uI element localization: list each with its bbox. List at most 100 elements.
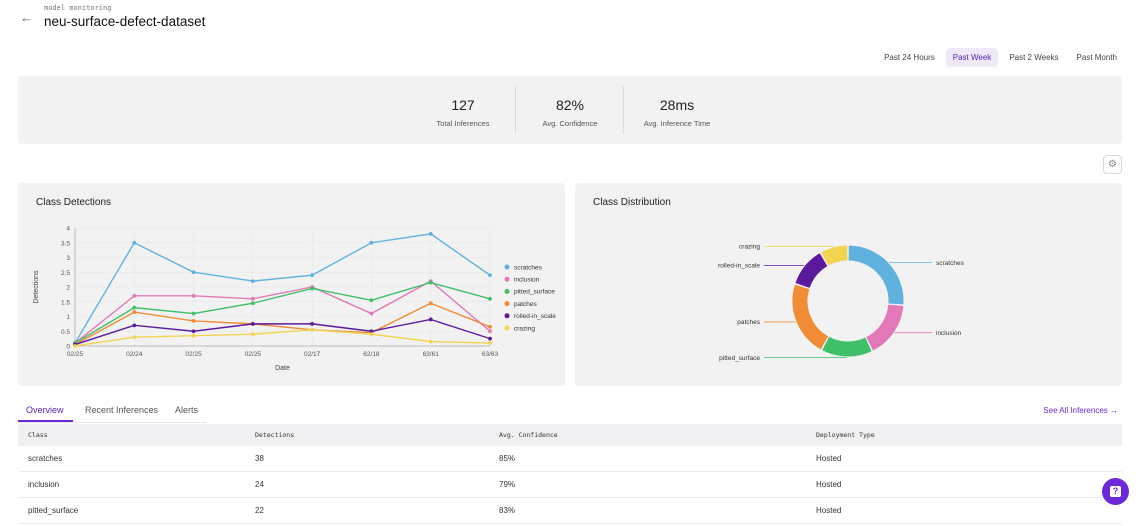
x-tick-label: 63/61 bbox=[423, 351, 440, 358]
range-past-week[interactable]: Past Week bbox=[945, 48, 999, 67]
data-point-scratches bbox=[191, 270, 196, 275]
data-point-pitted-surface bbox=[428, 280, 433, 285]
card-title: Class Distribution bbox=[593, 197, 671, 208]
data-point-patches bbox=[191, 319, 196, 323]
data-point-scratches bbox=[488, 273, 492, 278]
tab-bar: Overview Recent Inferences Alerts bbox=[18, 402, 206, 423]
header-avg-confidence: Avg. Confidence bbox=[499, 431, 558, 439]
slice-label-patches: patches bbox=[737, 319, 761, 326]
tab-recent-inferences[interactable]: Recent Inferences bbox=[85, 405, 159, 415]
stat-divider bbox=[515, 86, 516, 134]
cell-class: pitted_surface bbox=[28, 506, 79, 515]
y-tick-label: 1.5 bbox=[61, 299, 70, 306]
x-tick-label: 02/25 bbox=[67, 351, 84, 358]
back-button[interactable]: ← bbox=[20, 10, 33, 25]
slice-label-pitted-surface: pitted_surface bbox=[719, 355, 760, 362]
slice-pitted-surface bbox=[822, 336, 872, 357]
table-header: Class Detections Avg. Confidence Deploym… bbox=[18, 424, 1122, 446]
legend-label-patches: patches bbox=[514, 301, 538, 308]
stat-value: 82% bbox=[555, 97, 585, 113]
x-tick-label: 02/17 bbox=[304, 351, 321, 358]
class-table: Class Detections Avg. Confidence Deploym… bbox=[18, 424, 1122, 524]
table-row[interactable]: pitted_surface 22 83% Hosted bbox=[18, 498, 1122, 524]
header-deployment-type: Deployment Type bbox=[816, 431, 875, 439]
data-point-crazing bbox=[310, 327, 315, 332]
arrow-left-icon: ← bbox=[20, 10, 33, 25]
cell-avg-confidence: 85% bbox=[499, 454, 516, 463]
table-row[interactable]: scratches 38 85% Hosted bbox=[18, 446, 1122, 472]
cell-deployment-type: Hosted bbox=[816, 480, 842, 489]
range-past-month[interactable]: Past Month bbox=[1076, 53, 1117, 62]
data-point-scratches bbox=[310, 273, 315, 278]
data-point-pitted-surface bbox=[132, 305, 137, 310]
see-all-inferences-link[interactable]: See All Inferences → bbox=[1043, 406, 1118, 415]
data-point-rolled-in-scale bbox=[191, 329, 196, 334]
tab-alerts[interactable]: Alerts bbox=[175, 405, 199, 415]
stat-divider bbox=[623, 86, 624, 134]
data-point-rolled-in-scale bbox=[428, 317, 433, 322]
data-point-crazing bbox=[428, 339, 433, 344]
data-point-crazing bbox=[488, 341, 492, 345]
help-button[interactable]: ? bbox=[1102, 478, 1129, 505]
slice-label-scratches: scratches bbox=[936, 260, 965, 267]
class-distribution-chart: scratches inclusion pitted_surface patches r… bbox=[718, 244, 965, 362]
slice-scratches bbox=[848, 245, 904, 305]
data-point-crazing bbox=[132, 335, 137, 340]
data-point-crazing bbox=[191, 333, 196, 338]
table-row[interactable]: inclusion 24 79% Hosted bbox=[18, 472, 1122, 498]
active-tab-indicator bbox=[18, 420, 73, 422]
tab-overview[interactable]: Overview bbox=[26, 405, 64, 415]
x-tick-label: 62/18 bbox=[363, 351, 380, 358]
data-point-rolled-in-scale bbox=[488, 336, 492, 341]
data-point-rolled-in-scale bbox=[132, 323, 137, 328]
y-tick-label: 4 bbox=[66, 226, 70, 233]
x-tick-label: 63/63 bbox=[482, 351, 499, 358]
slice-rolled-in-scale bbox=[795, 253, 828, 289]
legend-label-rolled-in-scale: rolled-in_scale bbox=[514, 313, 556, 320]
y-tick-label: 3 bbox=[66, 255, 70, 262]
stat-avg-confidence: 82% Avg. Confidence bbox=[520, 76, 620, 144]
y-tick-label: 2 bbox=[66, 285, 70, 292]
y-tick-label: 1 bbox=[66, 314, 70, 321]
series-line-patches bbox=[74, 302, 491, 346]
legend-label-inclusion: inclusion bbox=[514, 277, 540, 284]
settings-button[interactable]: ⚙ bbox=[1103, 155, 1122, 174]
stats-panel: 127 Total Inferences 82% Avg. Confidence… bbox=[18, 76, 1122, 144]
class-detections-chart: 0 0.5 1 1.5 2 2.5 3 3.5 4 02/25 02/24 02/25 02/25 02/… bbox=[33, 226, 556, 373]
card-title: Class Detections bbox=[36, 197, 112, 208]
cell-deployment-type: Hosted bbox=[816, 454, 842, 463]
data-point-pitted-surface bbox=[310, 286, 315, 291]
data-point-scratches bbox=[250, 279, 255, 283]
cell-class: scratches bbox=[28, 454, 63, 463]
slice-label-inclusion: inclusion bbox=[936, 330, 962, 337]
help-icon: ? bbox=[1110, 486, 1121, 497]
cell-detections: 38 bbox=[255, 454, 264, 463]
data-point-rolled-in-scale bbox=[250, 321, 255, 326]
breadcrumb: model monitoring bbox=[44, 4, 112, 12]
data-point-pitted-surface bbox=[250, 301, 255, 306]
cell-avg-confidence: 83% bbox=[499, 506, 516, 515]
data-point-patches bbox=[428, 301, 433, 306]
cell-class: inclusion bbox=[28, 480, 60, 489]
data-point-patches bbox=[488, 324, 492, 329]
stat-value: 127 bbox=[451, 97, 475, 113]
cell-detections: 22 bbox=[255, 506, 264, 515]
legend-label-crazing: crazing bbox=[514, 325, 535, 332]
data-point-crazing bbox=[73, 344, 77, 348]
range-past-24-hours[interactable]: Past 24 Hours bbox=[884, 53, 935, 62]
data-point-pitted-surface bbox=[191, 311, 196, 316]
slice-patches bbox=[792, 284, 829, 350]
data-point-inclusion bbox=[191, 293, 196, 298]
range-past-2-weeks[interactable]: Past 2 Weeks bbox=[1009, 53, 1059, 62]
x-tick-label: 02/25 bbox=[245, 351, 262, 358]
stat-avg-inference-time: 28ms Avg. Inference Time bbox=[627, 76, 727, 144]
legend-label-pitted-surface: pitted_surface bbox=[514, 289, 555, 296]
data-point-pitted-surface bbox=[488, 296, 492, 301]
header-class: Class bbox=[28, 431, 48, 439]
cell-detections: 24 bbox=[255, 480, 264, 489]
legend-marker-crazing bbox=[504, 325, 510, 331]
chart-gridlines bbox=[74, 227, 491, 347]
legend-marker-patches bbox=[504, 301, 510, 307]
legend-marker-scratches bbox=[504, 264, 510, 270]
data-point-scratches bbox=[369, 240, 374, 245]
